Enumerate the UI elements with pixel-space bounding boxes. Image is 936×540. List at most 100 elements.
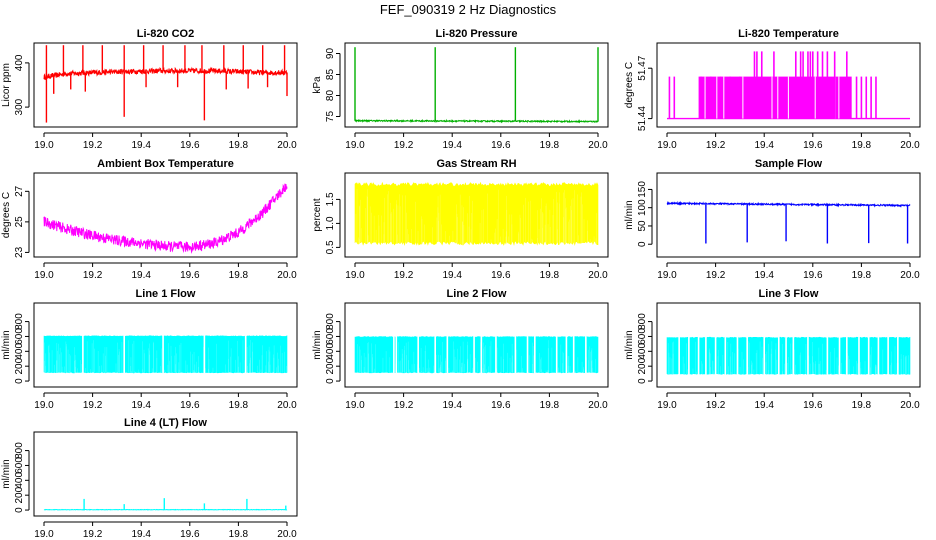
x-tick-label: 19.6: [803, 270, 823, 281]
x-tick-label: 19.0: [34, 400, 54, 411]
x-tick-label: 20.0: [277, 400, 297, 411]
y-tick-label: 400: [14, 343, 25, 360]
x-tick-label: 19.8: [852, 400, 872, 411]
band-fill: [354, 336, 599, 374]
panel-title: Li-820 Temperature: [738, 28, 839, 40]
x-tick-label: 19.0: [345, 400, 365, 411]
y-tick-label: 0: [325, 378, 336, 384]
x-tick-label: 19.4: [754, 270, 774, 281]
panel-rh: Gas Stream RH percent 19.0 19.2 19.4 19.6 19.8…: [312, 158, 609, 281]
plot-frame: [344, 172, 609, 258]
panel-title: Line 4 (LT) Flow: [124, 417, 207, 429]
panel-title: Ambient Box Temperature: [97, 158, 234, 170]
x-tick-label: 19.2: [706, 270, 726, 281]
x-tick-label: 20.0: [277, 529, 297, 540]
data-series: [43, 333, 288, 375]
x-tick-label: 19.0: [657, 400, 677, 411]
x-tick-label: 20.0: [900, 400, 920, 411]
x-tick-label: 19.8: [229, 140, 249, 151]
x-tick-label: 19.0: [34, 140, 54, 151]
x-tick-label: 19.0: [34, 529, 54, 540]
y-tick-label: 1.0: [325, 216, 336, 230]
y-tick-label: 200: [325, 357, 336, 374]
x-tick-label: 19.0: [657, 270, 677, 281]
y-tick-label: 800: [14, 442, 25, 459]
x-tick-label: 20.0: [588, 140, 608, 151]
x-tick-label: 20.0: [277, 140, 297, 151]
x-tick-label: 19.8: [852, 140, 872, 151]
y-tick-label: 400: [14, 472, 25, 489]
x-tick-label: 19.2: [83, 140, 103, 151]
plot-frame: [344, 302, 609, 388]
x-tick-label: 19.6: [803, 140, 823, 151]
panel-line2: Line 2 Flow ml/min 19.0 19.2 19.4 19.6 19.8 20.…: [312, 288, 609, 411]
y-tick-label: 400: [637, 343, 648, 360]
x-tick-label: 19.0: [657, 140, 677, 151]
y-axis-label: ml/min: [624, 330, 635, 359]
x-tick-label: 19.2: [83, 529, 103, 540]
panel-line3: Line 3 Flow ml/min 19.0 19.2 19.4 19.6 19.8 20.…: [624, 288, 921, 411]
y-axis-label: degrees C: [624, 62, 635, 108]
plot-frame: [33, 42, 298, 128]
x-tick-label: 19.4: [442, 270, 462, 281]
y-tick-label: 200: [14, 486, 25, 503]
y-tick-label: 0: [14, 507, 25, 513]
plot-frame: [656, 302, 921, 388]
x-tick-label: 19.8: [540, 140, 560, 151]
plot-frame: [33, 172, 298, 258]
x-tick-label: 20.0: [588, 270, 608, 281]
data-series: [354, 181, 599, 246]
y-tick-label: 27: [14, 185, 25, 197]
series-line: [354, 118, 599, 124]
y-tick-label: 800: [325, 313, 336, 330]
x-tick-label: 19.6: [180, 529, 200, 540]
x-tick-label: 20.0: [277, 270, 297, 281]
y-tick-label: 800: [14, 313, 25, 330]
x-tick-label: 19.4: [442, 400, 462, 411]
y-tick-label: 0: [14, 378, 25, 384]
panel-title: Sample Flow: [755, 158, 823, 170]
x-tick-label: 19.6: [180, 140, 200, 151]
plot-frame: [344, 42, 609, 128]
y-tick-label: 400: [325, 343, 336, 360]
panel-title: Line 2 Flow: [447, 288, 507, 300]
x-tick-label: 19.2: [706, 140, 726, 151]
x-tick-label: 19.6: [180, 400, 200, 411]
band-fill: [354, 181, 599, 246]
y-tick-label: 25: [14, 216, 25, 228]
panel-line1: Line 1 Flow ml/min 19.0 19.2 19.4 19.6 19.8 20.…: [1, 288, 298, 411]
y-tick-label: 600: [637, 328, 648, 345]
plot-frame: [33, 431, 298, 517]
y-tick-label: 80: [325, 90, 336, 102]
y-tick-label: 90: [325, 48, 336, 60]
y-tick-label: 600: [14, 328, 25, 345]
y-axis-label: Licor ppm: [1, 63, 12, 107]
y-tick-label: 200: [637, 357, 648, 374]
x-tick-label: 19.4: [131, 529, 151, 540]
y-tick-label: 51.47: [637, 55, 648, 80]
x-tick-label: 20.0: [900, 270, 920, 281]
plot-frame: [656, 42, 921, 128]
band-fill: [666, 336, 911, 375]
y-axis-label: degrees C: [1, 192, 12, 238]
y-tick-label: 150: [637, 181, 648, 198]
x-tick-label: 19.6: [491, 140, 511, 151]
panel-co2: Li-820 CO2 Licor ppm 19.0 19.2 19.4 19.6 19.8 2…: [1, 28, 298, 151]
data-series: [667, 51, 910, 120]
y-tick-label: 23: [14, 246, 25, 258]
y-tick-label: 100: [637, 199, 648, 216]
y-axis-label: ml/min: [312, 330, 323, 359]
x-tick-label: 20.0: [900, 140, 920, 151]
x-tick-label: 19.8: [229, 400, 249, 411]
data-series: [666, 200, 911, 244]
y-tick-label: 51.44: [637, 106, 648, 131]
x-tick-label: 19.4: [131, 400, 151, 411]
panel-title: Line 3 Flow: [759, 288, 819, 300]
x-tick-label: 19.4: [754, 140, 774, 151]
panel-licor_temp: Li-820 Temperature degrees C 19.0 19.2 19.4 1…: [624, 28, 921, 151]
x-tick-label: 19.4: [131, 140, 151, 151]
x-tick-label: 19.8: [229, 270, 249, 281]
x-tick-label: 19.2: [394, 140, 414, 151]
x-tick-label: 19.2: [394, 400, 414, 411]
